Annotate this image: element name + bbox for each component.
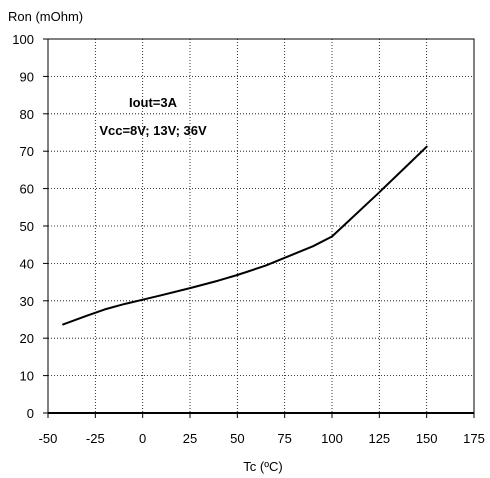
x-tick-label: 25 xyxy=(183,431,197,446)
y-tick-label: 70 xyxy=(20,144,34,159)
y-tick-label: 30 xyxy=(20,294,34,309)
series-line xyxy=(62,145,428,326)
x-tick-label: -25 xyxy=(86,431,105,446)
y-tick-label: 80 xyxy=(20,107,34,122)
x-tick-label: 125 xyxy=(368,431,390,446)
annotation-iout: Iout=3A xyxy=(129,95,178,110)
y-tick-label: 90 xyxy=(20,69,34,84)
x-tick-label: 75 xyxy=(277,431,291,446)
y-tick-label: 20 xyxy=(20,331,34,346)
annotation-vcc: Vcc=8V; 13V; 36V xyxy=(99,123,207,138)
x-tick-label: -50 xyxy=(39,431,58,446)
x-tick-label: 150 xyxy=(416,431,438,446)
x-tick-label: 100 xyxy=(321,431,343,446)
y-tick-label: 40 xyxy=(20,256,34,271)
y-tick-label: 60 xyxy=(20,182,34,197)
x-axis-title: Tc (ºC) xyxy=(243,459,282,474)
y-tick-label: 100 xyxy=(12,32,34,47)
x-tick-label: 0 xyxy=(139,431,146,446)
x-tick-label: 50 xyxy=(230,431,244,446)
y-tick-label: 10 xyxy=(20,369,34,384)
y-axis-title: Ron (mOhm) xyxy=(8,9,83,24)
y-tick-label: 50 xyxy=(20,219,34,234)
y-tick-label: 0 xyxy=(27,406,34,421)
x-tick-label: 175 xyxy=(463,431,485,446)
